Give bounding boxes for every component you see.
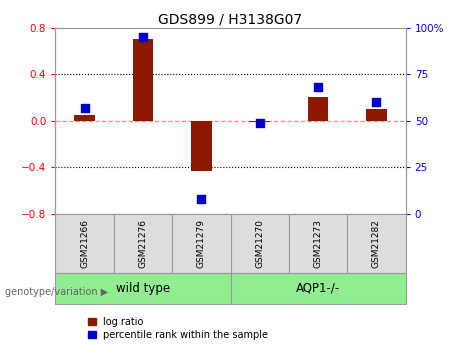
Legend: log ratio, percentile rank within the sample: log ratio, percentile rank within the sa…: [88, 317, 268, 340]
Title: GDS899 / H3138G07: GDS899 / H3138G07: [159, 12, 302, 27]
Bar: [249, 121, 270, 122]
Text: GSM21279: GSM21279: [197, 219, 206, 268]
Point: [373, 99, 380, 105]
Text: GSM21266: GSM21266: [80, 219, 89, 268]
Bar: [347, 214, 406, 273]
Text: GSM21276: GSM21276: [138, 219, 148, 268]
Text: GSM21282: GSM21282: [372, 219, 381, 268]
Bar: [308, 97, 328, 121]
Bar: [74, 115, 95, 121]
Bar: [230, 273, 406, 304]
Point: [256, 120, 263, 125]
Text: AQP1-/-: AQP1-/-: [296, 282, 340, 295]
Text: genotype/variation ▶: genotype/variation ▶: [5, 287, 108, 296]
Bar: [191, 121, 212, 171]
Point: [198, 196, 205, 202]
Bar: [133, 39, 153, 121]
Bar: [55, 214, 114, 273]
Point: [81, 105, 88, 110]
Text: GSM21273: GSM21273: [313, 219, 323, 268]
Bar: [289, 214, 347, 273]
Point: [139, 34, 147, 40]
Bar: [114, 214, 172, 273]
Bar: [55, 273, 230, 304]
Text: wild type: wild type: [116, 282, 170, 295]
Point: [314, 85, 322, 90]
Bar: [366, 109, 387, 121]
Bar: [230, 214, 289, 273]
Bar: [172, 214, 230, 273]
Text: GSM21270: GSM21270: [255, 219, 264, 268]
